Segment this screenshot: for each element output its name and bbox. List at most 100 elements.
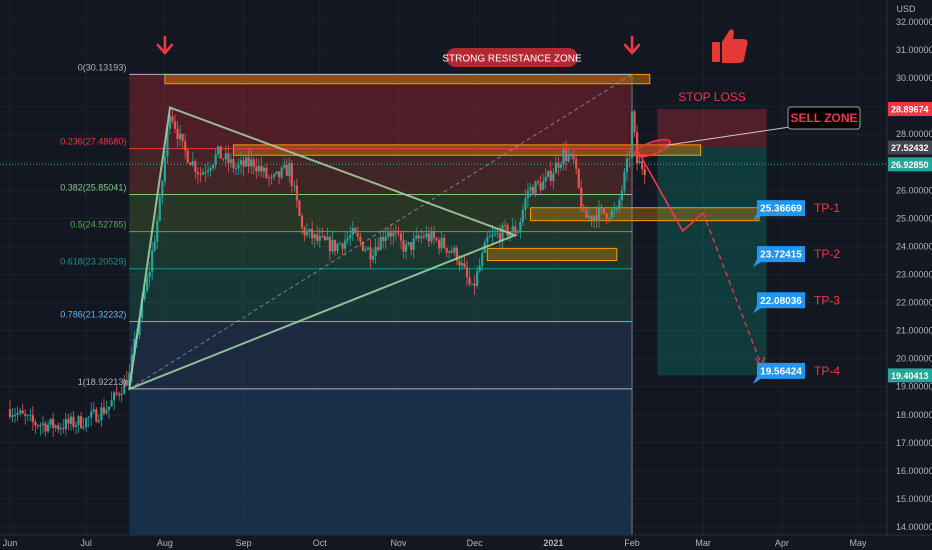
candle-body [534,181,537,195]
fib-label: 0.618(23.20529) [60,257,126,267]
fib-label: 0(30.13193) [78,62,127,72]
candle-body [232,159,235,169]
candle-body [333,239,337,252]
y-axis: USD32.0000031.0000030.0000029.0000028.00… [886,0,932,550]
candle-body [229,159,232,163]
thumb-hand [722,29,748,63]
candle-body [331,239,334,252]
y-tick-label: 14.00000 [896,522,932,532]
candle-body [265,167,268,178]
candle-body [359,236,362,242]
candle-body [293,185,296,187]
candle-body [516,232,519,234]
candle-body [272,174,276,177]
candle-body [476,271,479,286]
price-tag-value: 19.40413 [891,371,929,381]
fib-labels: 0(30.13193) 0.236(27.48680) 0.382(25.85041… [60,62,126,386]
candle-body [458,260,461,266]
candle-body [97,420,100,422]
candle-body [41,423,45,426]
resistance-zone-label: STRONG RESISTANCE ZONE [442,54,582,65]
y-tick-label: 24.00000 [896,241,932,251]
candle-body [219,146,222,159]
candle-body [176,128,179,140]
candle-body [610,210,613,219]
y-tick-label: 15.00000 [896,494,932,504]
candle-body [194,161,197,172]
candle-body [615,207,618,210]
candle-body [539,182,542,190]
candle-body [163,156,166,182]
candle-body [562,149,565,165]
candle-body [275,171,278,175]
fib-label: 1(18.92213) [78,377,127,387]
candle-body [394,232,398,234]
candle-body [44,423,47,432]
candle-body [544,176,547,182]
candle-body [511,226,514,233]
candle-body [100,407,103,421]
target-value: 23.72415 [760,250,802,261]
y-tick-label: 32.00000 [896,17,932,27]
candle-body [128,372,131,386]
candle-body [199,173,202,175]
candle-body [300,215,304,228]
candle-body [189,162,192,166]
target-badge [753,200,805,222]
candle-body [567,156,570,162]
candle-body [305,231,309,236]
x-tick-label: Sep [236,538,252,548]
candle-body [633,111,636,133]
candle-body [46,424,50,432]
candle-body [382,237,385,242]
candle-body [465,267,469,278]
candle-body [580,187,583,210]
candle-body [179,133,182,140]
candle-body [460,263,464,266]
currency-label: USD [896,4,916,14]
x-tick-label: Mar [695,538,711,548]
x-tick-label: Dec [467,538,484,548]
candle-body [366,247,370,250]
target-badge [753,362,805,384]
candle-body [247,157,250,167]
fib-label: 0.5(24.52785) [70,220,126,230]
candle-body [600,206,603,208]
candle-body [270,176,273,178]
candle-body [64,418,67,430]
candle-body [328,237,332,252]
arrow-head [623,43,641,55]
thumb-cuff [712,42,720,62]
target-badge [753,246,805,268]
candle-body [217,146,220,155]
candle-body [212,164,215,169]
candle-body [118,393,121,396]
candle-body [402,240,405,252]
candle-body [498,233,502,242]
target-name: TP-2 [814,247,840,261]
candle-body [298,200,301,216]
candle-body [445,247,448,253]
candle-body [371,255,375,260]
candle-body [120,393,123,396]
candle-body [49,418,52,425]
x-tick-label: 2021 [543,538,563,548]
candle-body [503,225,507,226]
price-tag-box [888,102,932,117]
candle-body [542,181,545,190]
candle-body [552,173,555,182]
candle-body [168,116,172,129]
candle-body [608,218,611,220]
x-tick-label: Aug [157,538,173,548]
candle-body [59,428,62,430]
candle-body [478,265,481,272]
y-tick-label: 19.00000 [896,382,932,392]
grid [0,0,887,535]
candle-body [158,197,161,221]
candle-body [267,177,271,179]
price-tag-value: 26.92850 [891,160,929,170]
candle-body [21,410,24,414]
candle-body [105,409,108,414]
candle-body [222,158,225,160]
candle-body [11,415,14,417]
